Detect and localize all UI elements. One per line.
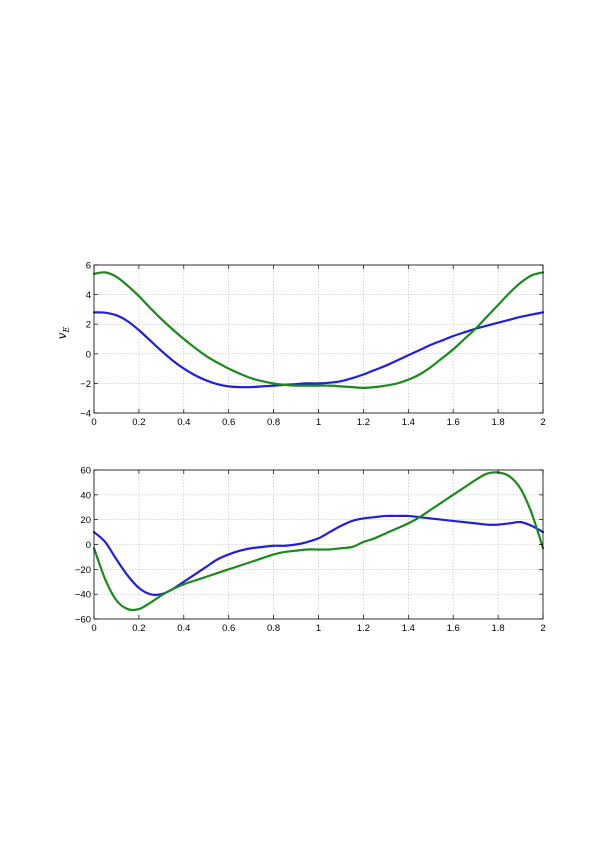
x-tick-label: 1.4 bbox=[402, 623, 415, 634]
x-tick-label: 0.8 bbox=[267, 417, 280, 428]
y-tick-label: 6 bbox=[86, 261, 91, 272]
y-tick-label: 0 bbox=[86, 540, 91, 551]
x-tick-label: 1.8 bbox=[491, 623, 504, 634]
x-tick-label: 1.6 bbox=[447, 623, 460, 634]
series-line-1 bbox=[92, 311, 545, 389]
y-tick-label: 4 bbox=[86, 290, 91, 301]
y-tick-label: −2 bbox=[80, 379, 91, 390]
x-tick-label: 2 bbox=[540, 623, 545, 634]
y-tick-label: −60 bbox=[75, 615, 91, 626]
x-tick-label: 0.8 bbox=[267, 623, 280, 634]
x-tick-label: 1.8 bbox=[491, 417, 504, 428]
x-tick-label: 0.4 bbox=[177, 417, 190, 428]
x-tick-label: 1.2 bbox=[357, 623, 370, 634]
y-tick-label: −20 bbox=[75, 565, 91, 576]
y-tick-label: 20 bbox=[80, 515, 91, 526]
series-line-2 bbox=[92, 471, 545, 612]
top-plot: 0 0.2 0.4 0.6 0.8 1 1.2 1.4 1.6 1.8 2 −4 −2 0 2 4 6 vE bbox=[55, 261, 546, 429]
x-tick-label: 2 bbox=[540, 417, 545, 428]
x-tick-label: 1.2 bbox=[357, 417, 370, 428]
y-tick-label: 40 bbox=[80, 490, 91, 501]
x-tick-label: 1.6 bbox=[447, 417, 460, 428]
x-tick-label: 0.2 bbox=[132, 417, 145, 428]
x-tick-label: 0 bbox=[91, 417, 96, 428]
series-line-2 bbox=[92, 271, 545, 389]
bottom-plot: 0 0.2 0.4 0.6 0.8 1 1.2 1.4 1.6 1.8 2 −60 −40 −20 0 20 4… bbox=[75, 466, 546, 635]
x-tick-label: 0.4 bbox=[177, 623, 190, 634]
x-tick-label: 1 bbox=[316, 623, 321, 634]
x-tick-label: 1.4 bbox=[402, 417, 415, 428]
y-tick-label: −40 bbox=[75, 590, 91, 601]
x-tick-label: 0 bbox=[91, 623, 96, 634]
y-axis-label: vE bbox=[55, 327, 71, 340]
y-tick-label: −4 bbox=[80, 409, 91, 420]
y-tick-label: 0 bbox=[86, 349, 91, 360]
y-tick-label: 2 bbox=[86, 320, 91, 331]
x-tick-label: 0.6 bbox=[222, 417, 235, 428]
x-tick-label: 0.2 bbox=[132, 623, 145, 634]
x-tick-label: 1 bbox=[316, 417, 321, 428]
y-tick-label: 60 bbox=[80, 466, 91, 477]
x-tick-label: 0.6 bbox=[222, 623, 235, 634]
